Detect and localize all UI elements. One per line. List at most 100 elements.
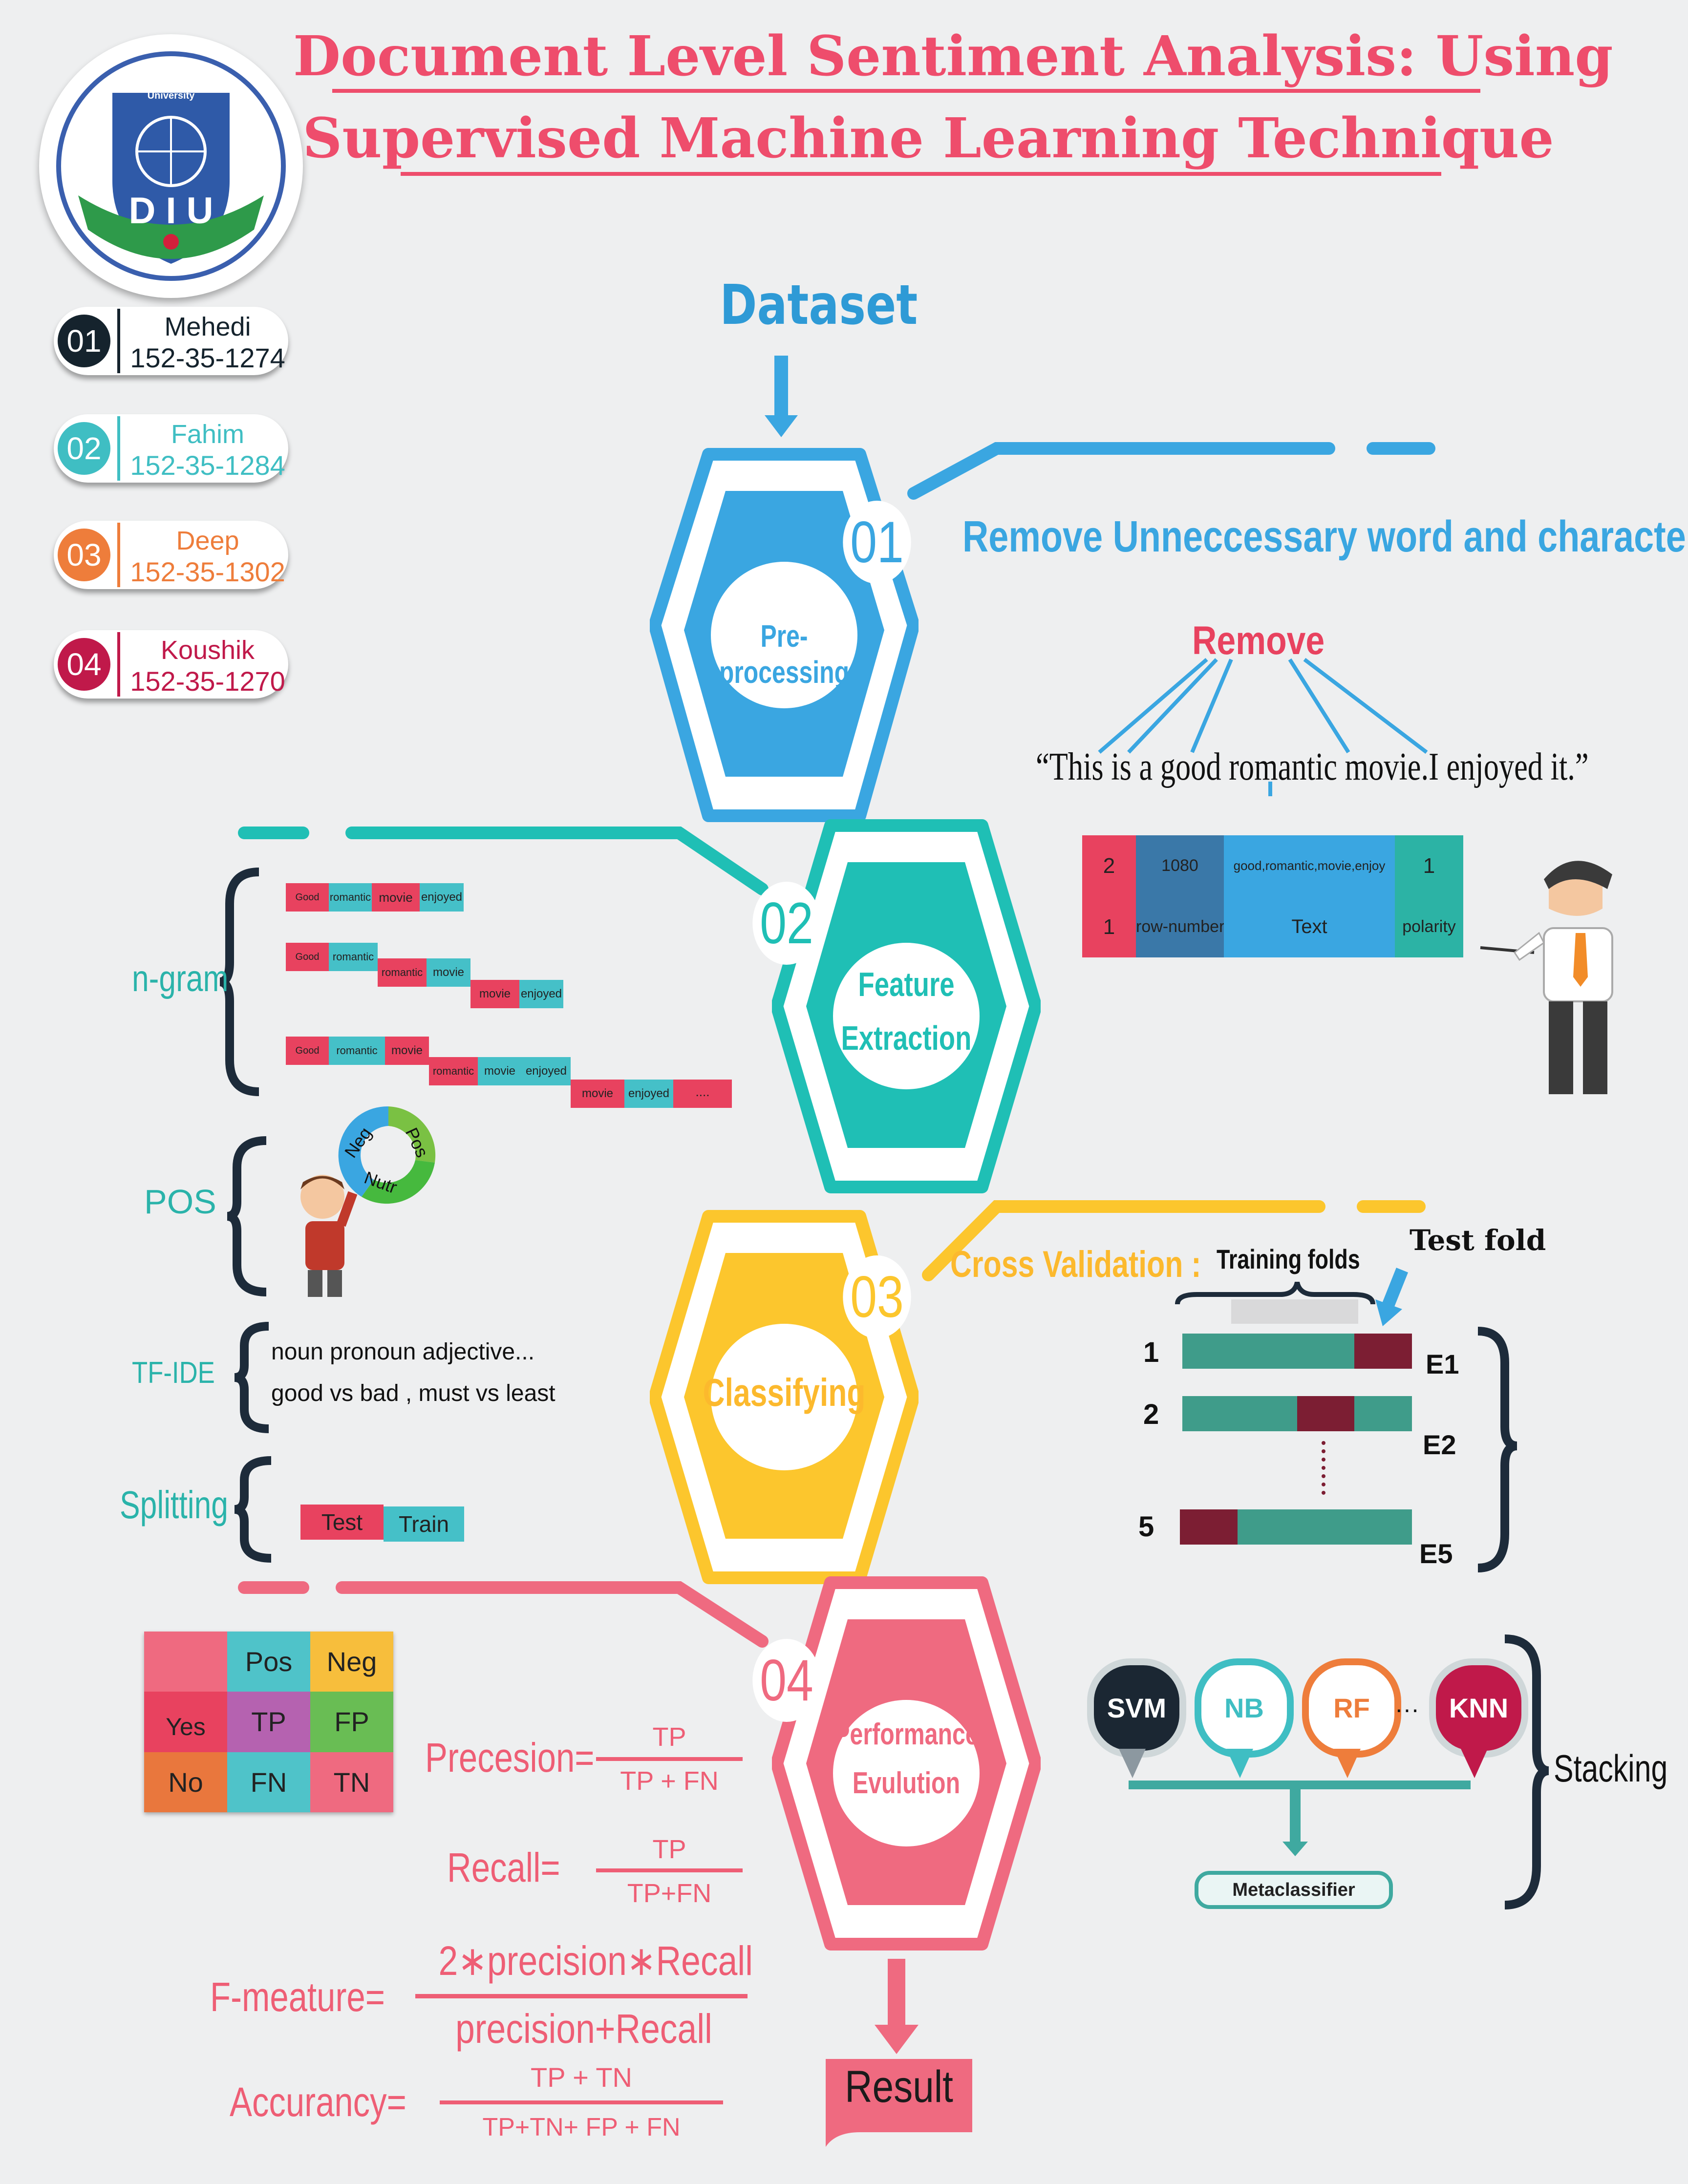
- matrix-cell: Pos: [227, 1632, 310, 1692]
- preprocessing-table: 2 1080 good,romantic,movie,enjoy 1 1 row…: [1082, 835, 1463, 960]
- title-underline-1: [332, 89, 1480, 93]
- member-card-1: 01 Mehedi 152-35-1274: [54, 307, 288, 375]
- tfidf-brace-icon: [234, 1322, 269, 1433]
- result-label: Result: [845, 2062, 953, 2112]
- step4-connector: [336, 1581, 769, 1648]
- step1-number: 01: [843, 501, 911, 584]
- precision-label: Precesion=: [425, 1735, 595, 1781]
- step2-number: 02: [752, 882, 821, 965]
- member-id: 152-35-1284: [130, 450, 285, 481]
- accuracy-fraction-bar: [440, 2100, 723, 2104]
- tfidf-line1: noun pronoun adjective...: [271, 1339, 535, 1365]
- ngram-token: romantic: [329, 943, 378, 971]
- diu-emblem-icon: [56, 51, 286, 281]
- table-cell: good,romantic,movie,enjoy: [1224, 835, 1395, 896]
- table-cell: 1080: [1136, 835, 1224, 896]
- dataset-arrow-shaft: [774, 356, 788, 419]
- ngram-token: enjoyed: [519, 980, 563, 1008]
- splitting-brace-icon: [234, 1456, 272, 1563]
- accuracy-denominator: TP+TN+ FP + FN: [482, 2113, 681, 2142]
- model-knn: KNN: [1429, 1658, 1528, 1758]
- fmeasure-label: F-meature=: [210, 1974, 385, 2020]
- sentiment-ring-chart: [338, 1106, 436, 1204]
- member-name: Mehedi: [164, 312, 251, 341]
- member-name: Deep: [176, 526, 239, 555]
- model-nb: NB: [1195, 1658, 1294, 1758]
- ngram-token: enjoyed: [522, 1057, 571, 1085]
- fold-row-label: 1: [1143, 1336, 1159, 1368]
- dataset-arrow-head: [765, 415, 798, 437]
- title-line-2: Supervised Machine Learning Technique: [302, 106, 1554, 170]
- model-pins: [1119, 1749, 1488, 1778]
- fold-bar-5: [1180, 1509, 1412, 1545]
- member-number: 02: [58, 422, 110, 475]
- ngram-token: ....: [673, 1080, 732, 1108]
- stacking-diagram: [1129, 1781, 1471, 1856]
- matrix-cell: [144, 1632, 227, 1692]
- error-label-2: E2: [1423, 1429, 1456, 1460]
- step3-number: 03: [843, 1255, 911, 1338]
- ngram-label: n-gram: [132, 958, 229, 999]
- result-arrow-head: [875, 2025, 919, 2054]
- precision-denominator: TP + FN: [620, 1766, 719, 1796]
- university-logo: Daffodil International University D I U: [39, 34, 303, 298]
- matrix-cell: No: [144, 1752, 227, 1812]
- model-svm: SVM: [1087, 1658, 1186, 1758]
- matrix-cell: Neg: [310, 1632, 393, 1692]
- student-illustration: [300, 1175, 358, 1297]
- remove-label: Remove: [1192, 618, 1325, 663]
- step4-label-line2: Evulution: [852, 1766, 961, 1800]
- matrix-cell: Yes: [144, 1692, 227, 1752]
- table-cell: 1: [1395, 835, 1463, 896]
- accuracy-numerator: TP + TN: [530, 2062, 632, 2093]
- step2-connector: [345, 827, 769, 895]
- ngram-token: romantic: [329, 1037, 385, 1065]
- step4-number: 04: [752, 1639, 821, 1722]
- step2-label-line1: Feature: [858, 965, 955, 1003]
- title-line-1: Document Level Sentiment Analysis: Using: [293, 24, 1613, 88]
- matrix-cell: FN: [227, 1752, 310, 1812]
- test-fold-label: Test fold: [1410, 1224, 1546, 1257]
- tfidf-line2: good vs bad , must vs least: [271, 1380, 556, 1406]
- pos-brace-icon: [227, 1136, 267, 1296]
- model-ellipsis: ···: [1395, 1696, 1419, 1723]
- split-test-block: Test: [300, 1505, 384, 1540]
- fold-annotations: [1175, 1268, 1409, 1326]
- step3-label: Classifying: [703, 1371, 866, 1414]
- precision-numerator: TP: [652, 1722, 686, 1752]
- member-id: 152-35-1270: [130, 666, 285, 697]
- step4-label-line1: Performance: [834, 1718, 979, 1751]
- ngram-token: movie: [571, 1080, 624, 1108]
- ngram-brace-icon: [219, 868, 259, 1096]
- matrix-cell: FP: [310, 1692, 393, 1752]
- training-folds-label: Training folds: [1217, 1244, 1360, 1274]
- recall-fraction-bar: [596, 1868, 743, 1872]
- fold-ellipsis: [1322, 1441, 1329, 1495]
- step4-hexagon: [772, 1576, 1041, 1951]
- recall-label: Recall=: [447, 1845, 560, 1890]
- fold-row-label: 5: [1138, 1511, 1154, 1543]
- fold-bar-1: [1182, 1334, 1412, 1369]
- model-rf: RF: [1302, 1658, 1401, 1758]
- table-cell: Text: [1224, 896, 1395, 957]
- fold-row-label: 2: [1143, 1399, 1159, 1430]
- error-label-5: E5: [1419, 1538, 1453, 1569]
- step2-label-line2: Extraction: [841, 1019, 972, 1057]
- member-id: 152-35-1302: [130, 556, 285, 587]
- fmeasure-denominator: precision+Recall: [455, 2006, 712, 2052]
- ngram-token: Good: [286, 883, 329, 912]
- matrix-cell: TN: [310, 1752, 393, 1812]
- step1-connector: [907, 442, 1335, 500]
- tfidf-label: TF-IDE: [132, 1356, 215, 1390]
- fold-bar-2: [1182, 1396, 1412, 1431]
- result-banner: [826, 2059, 972, 2147]
- remove-lines: [1098, 657, 1428, 796]
- ngram-token: movie: [372, 883, 420, 912]
- table-cell: 2: [1082, 835, 1136, 896]
- result-arrow-shaft: [888, 1959, 905, 2027]
- step2-hexagon: [772, 819, 1041, 1193]
- matrix-cell: TP: [227, 1692, 310, 1752]
- recall-denominator: TP+FN: [627, 1879, 712, 1908]
- ngram-token: romantic: [329, 883, 372, 912]
